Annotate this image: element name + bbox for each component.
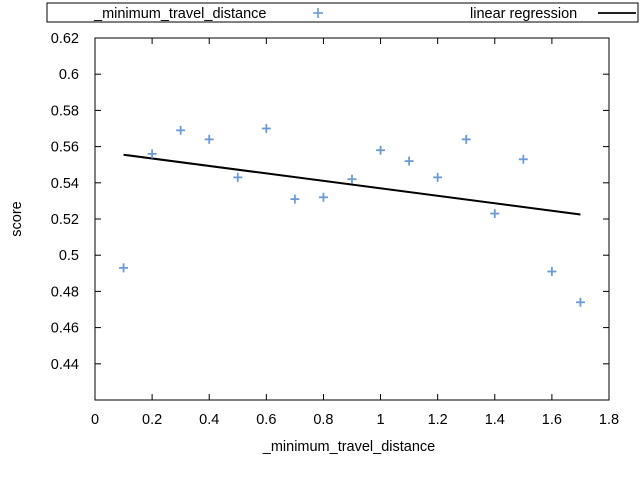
data-point bbox=[547, 266, 557, 276]
data-point bbox=[318, 192, 328, 202]
data-point bbox=[147, 149, 157, 159]
data-point bbox=[433, 172, 443, 182]
y-tick-label: 0.6 bbox=[59, 67, 79, 83]
data-point bbox=[575, 297, 585, 307]
regression-line bbox=[123, 153, 581, 216]
y-tick-label: 0.56 bbox=[51, 140, 79, 156]
y-tick-label: 0.62 bbox=[51, 31, 79, 47]
data-point bbox=[290, 194, 300, 204]
data-point bbox=[176, 125, 186, 135]
legend-label-scatter: _minimum_travel_distance bbox=[93, 6, 266, 22]
regression-layer bbox=[123, 153, 581, 216]
legend-frame bbox=[46, 2, 639, 23]
y-tick-label: 0.58 bbox=[51, 103, 79, 119]
x-axis: 0 0.2 0.4 0.6 0.8 1 1.2 1.4 1.6 1.8 bbox=[91, 38, 619, 428]
data-point bbox=[404, 156, 414, 166]
x-tick-label: 0.4 bbox=[199, 412, 219, 428]
data-point bbox=[233, 172, 243, 182]
x-tick-label: 1.2 bbox=[428, 412, 448, 428]
data-point bbox=[347, 174, 357, 184]
y-tick-label: 0.52 bbox=[51, 212, 79, 228]
x-axis-title: _minimum_travel_distance bbox=[262, 439, 435, 455]
legend: _minimum_travel_distance linear regressi… bbox=[46, 2, 639, 23]
y-tick-label: 0.54 bbox=[51, 176, 79, 192]
points-layer bbox=[119, 124, 585, 307]
data-point bbox=[490, 209, 500, 219]
x-tick-label: 0.8 bbox=[313, 412, 333, 428]
y-tick-label: 0.46 bbox=[51, 321, 79, 337]
y-axis: 0.44 0.46 0.48 0.5 0.52 0.54 0.56 0.58 0.6 0.62 bbox=[51, 31, 609, 373]
data-point bbox=[119, 263, 129, 273]
x-tick-label: 1.6 bbox=[542, 412, 562, 428]
data-point bbox=[261, 124, 271, 133]
y-tick-label: 0.44 bbox=[51, 357, 79, 373]
data-point bbox=[204, 134, 214, 144]
x-tick-label: 0.2 bbox=[142, 412, 162, 428]
x-tick-label: 1.8 bbox=[599, 412, 619, 428]
y-tick-label: 0.48 bbox=[51, 284, 79, 300]
x-tick-label: 0 bbox=[91, 412, 99, 428]
x-tick-label: 0.6 bbox=[256, 412, 276, 428]
data-point bbox=[518, 154, 528, 164]
legend-marker-scatter bbox=[313, 8, 323, 18]
y-tick-label: 0.5 bbox=[59, 248, 79, 264]
data-point bbox=[376, 145, 386, 155]
y-axis-title: score bbox=[9, 201, 25, 236]
legend-label-regression: linear regression bbox=[470, 6, 577, 22]
x-tick-label: 1 bbox=[377, 412, 385, 428]
x-tick-label: 1.4 bbox=[485, 412, 505, 428]
plot-area bbox=[94, 37, 610, 401]
data-point bbox=[461, 134, 471, 144]
